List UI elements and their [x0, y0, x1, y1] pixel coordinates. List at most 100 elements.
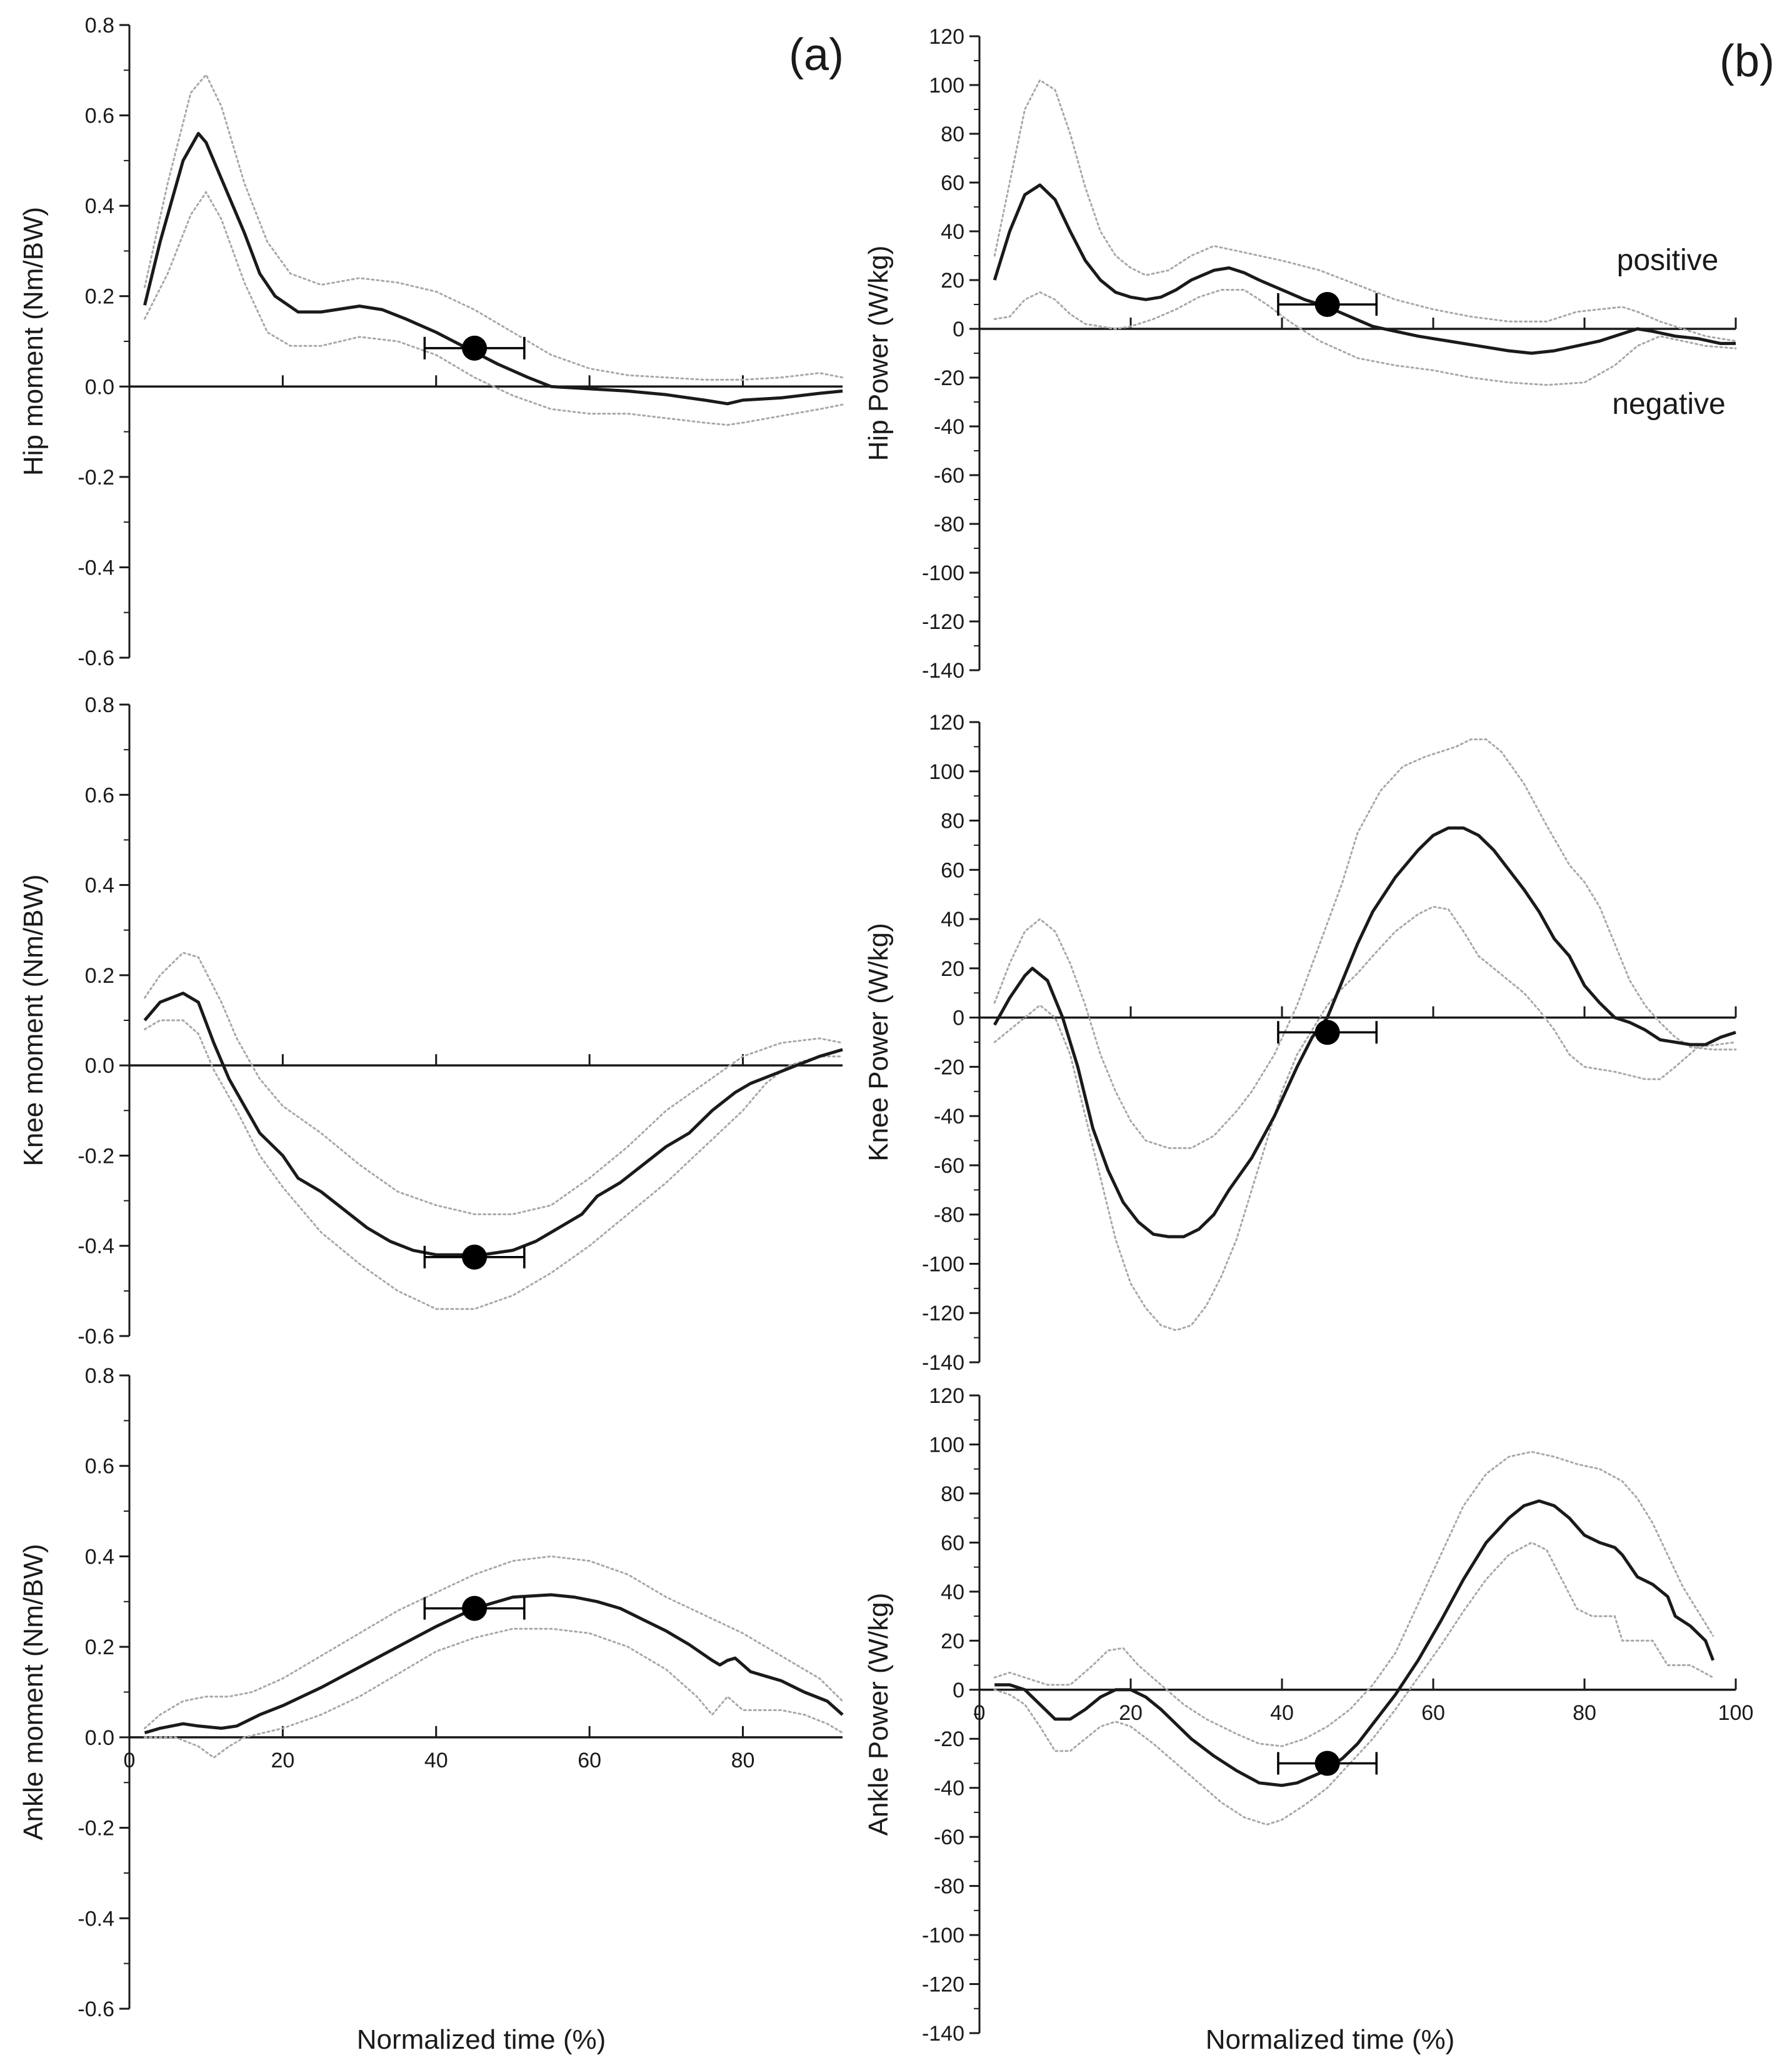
y-tick-label: -0.2	[78, 1144, 114, 1168]
sd-upper-line	[144, 952, 844, 1215]
x-tick-label: 100	[1718, 1701, 1754, 1725]
y-tick-label: 0.4	[85, 194, 114, 218]
y-tick-label: -100	[922, 561, 964, 585]
mean-line	[144, 1593, 844, 1734]
y-tick-label: -40	[934, 1105, 964, 1128]
y-tick-label: 0.0	[85, 375, 114, 399]
mean-line	[143, 992, 843, 1257]
sd-upper-line	[993, 79, 1737, 342]
y-tick-label: -60	[934, 1154, 964, 1178]
hip-moment-y-axis-title: Hip moment (Nm/BW)	[18, 207, 49, 476]
y-tick-label: -120	[922, 610, 964, 634]
y-tick-label: 100	[929, 1433, 964, 1457]
x-axis-title-right: Normalized time (%)	[1206, 2024, 1455, 2055]
y-tick-label: -0.2	[78, 466, 114, 490]
y-tick-label: -20	[934, 366, 964, 390]
y-tick-label: -0.4	[78, 1907, 114, 1931]
y-tick-label: 80	[941, 810, 964, 833]
y-tick-label: 80	[941, 1482, 964, 1506]
ankle-power-panel: -140 -120 -100 -80 -60 -40 -20 0 20 40 60 80 100 120 A…	[863, 1384, 1753, 2046]
y-tick-label: 20	[941, 1629, 964, 1653]
sd-lower-line	[144, 1627, 844, 1759]
annotation-positive: positive	[1617, 244, 1719, 277]
y-tick-label: -80	[934, 513, 964, 536]
mean-line	[994, 1499, 1715, 1787]
sd-lower-line	[144, 190, 844, 426]
y-tick-label: 0.2	[85, 285, 114, 309]
y-tick-label: -140	[922, 2022, 964, 2046]
hip-power-y-axis-title: Hip Power (W/kg)	[863, 246, 894, 461]
y-tick-label: 20	[941, 269, 964, 293]
y-tick-label: -20	[934, 1727, 964, 1751]
y-tick-label: 0.8	[85, 693, 114, 717]
y-tick-label: 0.8	[85, 1364, 114, 1388]
y-tick-label: 100	[929, 74, 964, 98]
y-tick-label: 0.6	[85, 783, 114, 807]
sd-upper-line	[144, 1555, 844, 1729]
y-tick-label: -0.2	[78, 1817, 114, 1841]
x-axis-title-left: Normalized time (%)	[357, 2024, 606, 2055]
y-tick-label: 0.6	[85, 1455, 114, 1479]
panel-label-b: (b)	[1719, 36, 1774, 86]
knee-power-panel: -140 -120 -100 -80 -60 -40 -20 0 20 40 60 80 100 120 K…	[863, 711, 1737, 1375]
y-tick-label: -60	[934, 1826, 964, 1849]
event-marker	[462, 1595, 488, 1621]
x-tick-label: 0	[974, 1701, 986, 1725]
y-tick-label: 40	[941, 908, 964, 932]
ankle-power-y-axis-title: Ankle Power (W/kg)	[863, 1593, 894, 1836]
y-tick-label: 0.4	[85, 874, 114, 898]
y-tick-label: 0.8	[85, 14, 114, 38]
y-tick-label: -140	[922, 1351, 964, 1375]
knee-power-y-axis-title: Knee Power (W/kg)	[863, 923, 894, 1161]
sd-lower-line	[144, 1019, 844, 1310]
y-tick-label: 120	[929, 711, 964, 735]
x-tick-label: 60	[1421, 1701, 1445, 1725]
sd-lower-line	[993, 289, 1737, 386]
y-tick-label: 60	[941, 858, 964, 882]
y-tick-label: 0	[953, 1007, 964, 1030]
ankle-moment-panel: -0.6 -0.4 -0.2 0.0 0.2 0.4 0.6 0.8 Ankle moment …	[18, 1364, 844, 2021]
y-tick-label: -0.6	[78, 1325, 114, 1349]
mean-line	[993, 826, 1736, 1238]
event-marker	[1314, 292, 1340, 317]
y-tick-label: 120	[929, 25, 964, 49]
x-tick-label: 80	[1573, 1701, 1596, 1725]
y-tick-label: 100	[929, 760, 964, 784]
knee-moment-y-axis-title: Knee moment (Nm/BW)	[18, 875, 49, 1167]
event-marker	[462, 335, 488, 361]
hip-power-panel: -140 -120 -100 -80 -60 -40 -20 0 20 40 60 80 100 120 H…	[863, 25, 1737, 683]
y-tick-label: 0	[953, 1679, 964, 1702]
x-tick-label: 20	[271, 1749, 294, 1772]
y-tick-label: 60	[941, 171, 964, 195]
ankle-moment-y-axis-title: Ankle moment (Nm/BW)	[18, 1544, 49, 1840]
y-tick-label: -0.6	[78, 1997, 114, 2021]
x-tick-label: 0	[124, 1749, 136, 1772]
sd-upper-line	[993, 1450, 1714, 1747]
hip-moment-panel: -0.6 -0.4 -0.2 0.0 0.2 0.4 0.6 0.8 Hip moment (N…	[18, 14, 844, 670]
sd-upper-line	[144, 73, 844, 381]
y-tick-label: -0.4	[78, 1235, 114, 1259]
y-tick-label: -100	[922, 1924, 964, 1947]
y-tick-label: -20	[934, 1055, 964, 1079]
y-tick-label: 120	[929, 1384, 964, 1408]
y-tick-label: -80	[934, 1203, 964, 1227]
y-tick-label: 20	[941, 957, 964, 981]
event-marker	[462, 1244, 488, 1270]
y-tick-label: -80	[934, 1875, 964, 1899]
knee-moment-panel: -0.6 -0.4 -0.2 0.0 0.2 0.4 0.6 0.8 Knee moment (…	[18, 693, 844, 1349]
sd-lower-line	[993, 905, 1737, 1332]
event-marker	[1314, 1751, 1340, 1776]
sd-upper-line	[993, 738, 1737, 1149]
y-tick-label: -40	[934, 415, 964, 439]
y-tick-label: -0.6	[78, 646, 114, 670]
mean-line	[993, 183, 1736, 355]
y-tick-label: 60	[941, 1531, 964, 1555]
y-tick-label: 0.2	[85, 1635, 114, 1659]
x-tick-label: 20	[1119, 1701, 1143, 1725]
sd-lower-line	[993, 1541, 1714, 1826]
y-tick-label: -40	[934, 1777, 964, 1801]
y-tick-label: 0.0	[85, 1726, 114, 1750]
y-tick-label: -120	[922, 1302, 964, 1325]
y-tick-label: 0.6	[85, 104, 114, 128]
y-tick-label: -120	[922, 1973, 964, 1997]
